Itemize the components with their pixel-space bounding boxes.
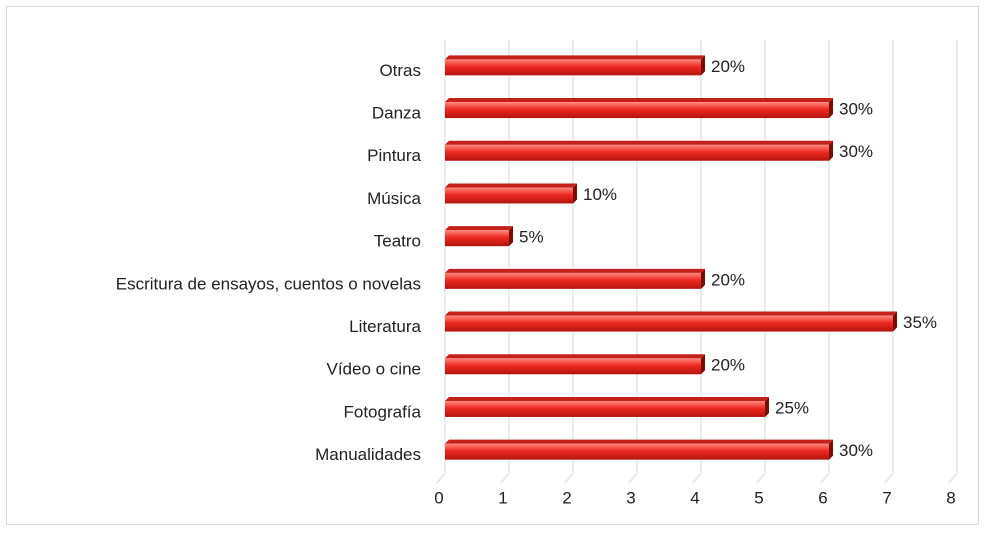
bar [445, 396, 769, 417]
data-label: 30% [839, 100, 873, 119]
data-label: 35% [903, 313, 937, 332]
y-tick-label: Pintura [367, 146, 421, 165]
data-label: 25% [775, 398, 809, 417]
x-tick-label: 0 [434, 488, 443, 507]
data-label: 20% [711, 57, 745, 76]
x-tick-label: 5 [754, 488, 763, 507]
data-label: 10% [583, 185, 617, 204]
y-tick-label: Danza [372, 104, 422, 123]
data-label: 30% [839, 441, 873, 460]
bar [445, 140, 833, 161]
x-tick-label: 7 [882, 488, 891, 507]
bar [445, 268, 705, 289]
y-tick-label: Fotografía [344, 402, 422, 421]
bar [445, 311, 897, 332]
y-tick-label: Manualidades [315, 445, 421, 464]
bar [445, 55, 705, 76]
y-tick-label: Música [367, 189, 421, 208]
y-tick-label: Otras [379, 61, 421, 80]
data-label: 20% [711, 270, 745, 289]
x-tick-label: 2 [562, 488, 571, 507]
x-tick-label: 1 [498, 488, 507, 507]
x-tick-label: 4 [690, 488, 699, 507]
chart-border [6, 6, 979, 525]
bar [445, 183, 577, 204]
y-tick-label: Vídeo o cine [326, 360, 421, 379]
y-tick-label: Teatro [374, 232, 421, 251]
bar [445, 439, 833, 460]
x-tick-label: 6 [818, 488, 827, 507]
bar [445, 226, 513, 247]
y-tick-label: Escritura de ensayos, cuentos o novelas [116, 274, 421, 293]
axis-line [436, 472, 446, 484]
bar [445, 98, 833, 119]
grid-line [948, 40, 958, 484]
x-tick-label: 3 [626, 488, 635, 507]
bar [445, 354, 705, 375]
data-label: 30% [839, 142, 873, 161]
x-tick-label: 8 [946, 488, 955, 507]
data-label: 20% [711, 356, 745, 375]
grid-line [884, 40, 894, 484]
data-label: 5% [519, 228, 544, 247]
y-tick-label: Literatura [349, 317, 421, 336]
